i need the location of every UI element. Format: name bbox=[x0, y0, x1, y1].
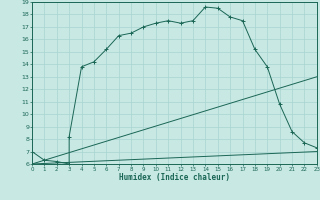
X-axis label: Humidex (Indice chaleur): Humidex (Indice chaleur) bbox=[119, 173, 230, 182]
